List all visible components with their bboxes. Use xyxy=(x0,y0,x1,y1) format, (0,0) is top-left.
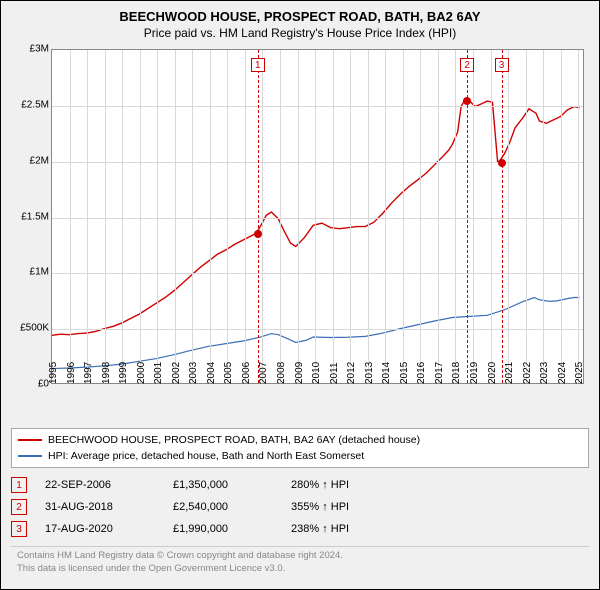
sale-price: £1,350,000 xyxy=(173,479,273,491)
reference-line xyxy=(258,50,259,383)
legend-item: BEECHWOOD HOUSE, PROSPECT ROAD, BATH, BA… xyxy=(18,432,582,448)
reference-marker-box: 3 xyxy=(495,58,509,72)
sale-index-box: 1 xyxy=(11,477,27,493)
sale-index-box: 2 xyxy=(11,499,27,515)
chart-title: BEECHWOOD HOUSE, PROSPECT ROAD, BATH, BA… xyxy=(11,9,589,24)
sale-marker-dot xyxy=(254,230,262,238)
sale-row: 3 17-AUG-2020 £1,990,000 238% ↑ HPI xyxy=(11,518,589,540)
sale-index-box: 3 xyxy=(11,521,27,537)
sale-row: 1 22-SEP-2006 £1,350,000 280% ↑ HPI xyxy=(11,474,589,496)
plot-region: 1 2 3 xyxy=(51,49,584,384)
sale-marker-dot xyxy=(498,159,506,167)
y-tick-label: £3M xyxy=(11,44,49,55)
attribution-line: This data is licensed under the Open Gov… xyxy=(17,563,583,576)
title-block: BEECHWOOD HOUSE, PROSPECT ROAD, BATH, BA… xyxy=(1,1,599,44)
legend-swatch xyxy=(18,455,42,457)
y-tick-label: £2M xyxy=(11,155,49,166)
sales-table: 1 22-SEP-2006 £1,350,000 280% ↑ HPI 2 31-AUG-… xyxy=(11,474,589,540)
sale-pct-vs-hpi: 355% ↑ HPI xyxy=(291,501,391,513)
chart-subtitle: Price paid vs. HM Land Registry's House … xyxy=(11,26,589,40)
sale-date: 17-AUG-2020 xyxy=(45,523,155,535)
y-tick-label: £1M xyxy=(11,267,49,278)
sale-date: 22-SEP-2006 xyxy=(45,479,155,491)
legend-label: HPI: Average price, detached house, Bath… xyxy=(48,450,364,462)
y-tick-label: £1.5M xyxy=(11,211,49,222)
legend-item: HPI: Average price, detached house, Bath… xyxy=(18,448,582,464)
sale-price: £2,540,000 xyxy=(173,501,273,513)
sale-pct-vs-hpi: 238% ↑ HPI xyxy=(291,523,391,535)
legend-label: BEECHWOOD HOUSE, PROSPECT ROAD, BATH, BA… xyxy=(48,434,420,446)
attribution-line: Contains HM Land Registry data © Crown c… xyxy=(17,550,583,563)
legend: BEECHWOOD HOUSE, PROSPECT ROAD, BATH, BA… xyxy=(11,428,589,468)
legend-swatch xyxy=(18,439,42,441)
sale-price: £1,990,000 xyxy=(173,523,273,535)
chart-svg xyxy=(52,50,583,383)
y-tick-label: £2.5M xyxy=(11,99,49,110)
sale-pct-vs-hpi: 280% ↑ HPI xyxy=(291,479,391,491)
y-tick-label: £0 xyxy=(11,379,49,390)
x-tick-label: 2025 xyxy=(574,362,600,384)
sale-row: 2 31-AUG-2018 £2,540,000 355% ↑ HPI xyxy=(11,496,589,518)
attribution: Contains HM Land Registry data © Crown c… xyxy=(11,546,589,579)
reference-line xyxy=(502,50,503,383)
reference-marker-box: 2 xyxy=(460,58,474,72)
reference-marker-box: 1 xyxy=(251,58,265,72)
chart-area: 123 £0£500K£1M£1.5M£2M£2.5M£3M1995199619… xyxy=(11,44,589,424)
sale-marker-dot xyxy=(463,97,471,105)
y-tick-label: £500K xyxy=(11,323,49,334)
sale-date: 31-AUG-2018 xyxy=(45,501,155,513)
